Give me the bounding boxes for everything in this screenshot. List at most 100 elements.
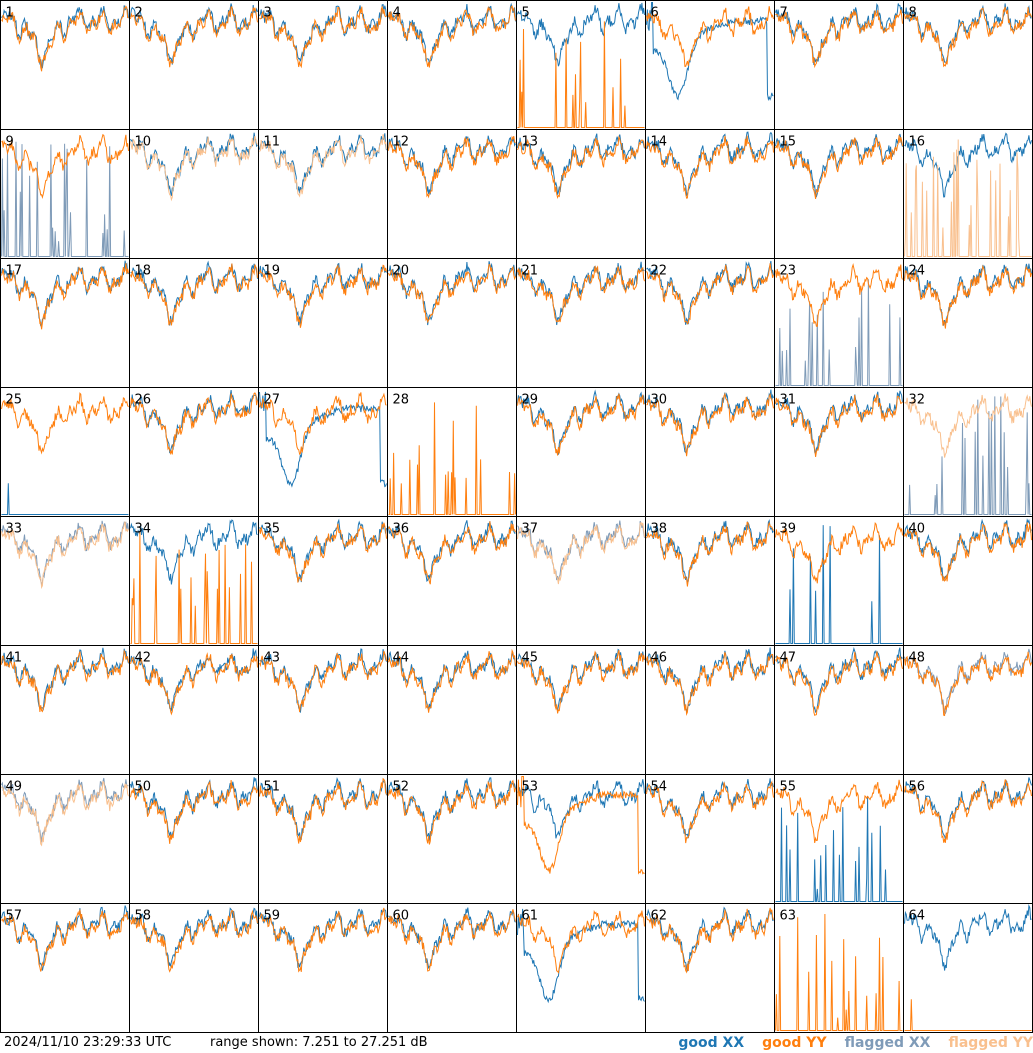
panel-63: 63: [774, 903, 904, 1033]
panel-label: 9: [6, 135, 14, 150]
panel-frame: [387, 129, 517, 259]
panel-44: 44: [387, 645, 517, 775]
panel-24: 24: [903, 258, 1033, 388]
xx-line: [517, 908, 645, 1004]
panel-30: 30: [645, 387, 775, 517]
panel-label: 25: [6, 393, 23, 408]
yy-line: [517, 521, 645, 585]
yy-line: [388, 779, 516, 845]
timestamp: 2024/11/10 23:29:33 UTC: [4, 1035, 172, 1050]
xx-line: [388, 907, 516, 970]
panel-frame: [645, 774, 775, 904]
yy-line: [904, 522, 1032, 582]
panel-64: 64: [903, 903, 1033, 1033]
legend: good XX good YY flagged XX flagged YY: [678, 1033, 1033, 1053]
yy-line: [1, 909, 129, 972]
yy-line: [1, 392, 129, 455]
panel-label: 7: [780, 6, 788, 21]
panel-2: 2: [129, 0, 259, 130]
panel-18: 18: [129, 258, 259, 388]
panel-11: 11: [258, 129, 388, 259]
panel-label: 53: [522, 780, 539, 795]
yy-line: [775, 263, 903, 327]
panel-41: 41: [0, 645, 130, 775]
panel-frame: [129, 258, 259, 388]
yy-line: [646, 780, 774, 844]
xx-line: [904, 3, 1032, 64]
panel-label: 24: [909, 264, 926, 279]
panel-frame: [516, 774, 646, 904]
panel-frame: [516, 645, 646, 775]
panel-label: 59: [264, 909, 281, 924]
yy-line: [517, 393, 645, 456]
panel-frame: [516, 903, 646, 1033]
panel-label: 58: [135, 909, 152, 924]
panel-frame: [774, 0, 904, 130]
panel-4: 4: [387, 0, 517, 130]
xx-line: [1, 777, 129, 843]
panel-label: 31: [780, 393, 797, 408]
panel-39: 39: [774, 516, 904, 646]
yy-line: [259, 392, 387, 455]
panel-46: 46: [645, 645, 775, 775]
xx-line: [775, 279, 903, 386]
panel-48: 48: [903, 645, 1033, 775]
panel-17: 17: [0, 258, 130, 388]
yy-line: [904, 393, 1032, 458]
yy-line: [388, 521, 516, 585]
xx-line: [388, 2, 516, 64]
xx-line: [1, 483, 129, 515]
panel-27: 27: [258, 387, 388, 517]
panel-21: 21: [516, 258, 646, 388]
panel-label: 4: [393, 6, 401, 21]
yy-line: [904, 6, 1032, 68]
yy-line: [259, 907, 387, 973]
yy-line: [388, 135, 516, 199]
panel-60: 60: [387, 903, 517, 1033]
xx-line: [130, 132, 258, 197]
xx-line: [775, 390, 903, 456]
panel-31: 31: [774, 387, 904, 517]
yy-line: [904, 999, 1032, 1031]
panel-62: 62: [645, 903, 775, 1033]
panel-label: 32: [909, 393, 926, 408]
panel-label: 2: [135, 6, 143, 21]
panel-15: 15: [774, 129, 904, 259]
panel-50: 50: [129, 774, 259, 904]
xx-line: [388, 650, 516, 712]
xx-line: [904, 777, 1032, 840]
panel-label: 51: [264, 780, 281, 795]
panel-label: 36: [393, 522, 410, 537]
panel-frame: [645, 903, 775, 1033]
panel-label: 12: [393, 135, 410, 150]
panel-frame: [387, 0, 517, 130]
panel-label: 49: [6, 780, 23, 795]
panel-61: 61: [516, 903, 646, 1033]
yy-line: [130, 263, 258, 326]
yy-line: [517, 909, 645, 974]
xx-line: [259, 133, 387, 194]
panel-42: 42: [129, 645, 259, 775]
panel-49: 49: [0, 774, 130, 904]
yy-line: [775, 9, 903, 69]
range-text: range shown: 7.251 to 27.251 dB: [210, 1035, 428, 1050]
panel-frame: [0, 645, 130, 775]
xx-line: [259, 777, 387, 841]
panel-label: 52: [393, 780, 410, 795]
panel-frame: [774, 258, 904, 388]
panel-frame: [645, 516, 775, 646]
panel-33: 33: [0, 516, 130, 646]
panel-label: 26: [135, 393, 152, 408]
yy-line: [388, 909, 516, 972]
panel-label: 40: [909, 522, 926, 537]
xx-line: [1, 520, 129, 587]
yy-line: [259, 134, 387, 198]
panel-frame: [387, 516, 517, 646]
panel-label: 50: [135, 780, 152, 795]
panel-frame: [774, 129, 904, 259]
xx-line: [775, 525, 903, 644]
panel-22: 22: [645, 258, 775, 388]
panel-label: 21: [522, 264, 539, 279]
panel-40: 40: [903, 516, 1033, 646]
panel-34: 34: [129, 516, 259, 646]
